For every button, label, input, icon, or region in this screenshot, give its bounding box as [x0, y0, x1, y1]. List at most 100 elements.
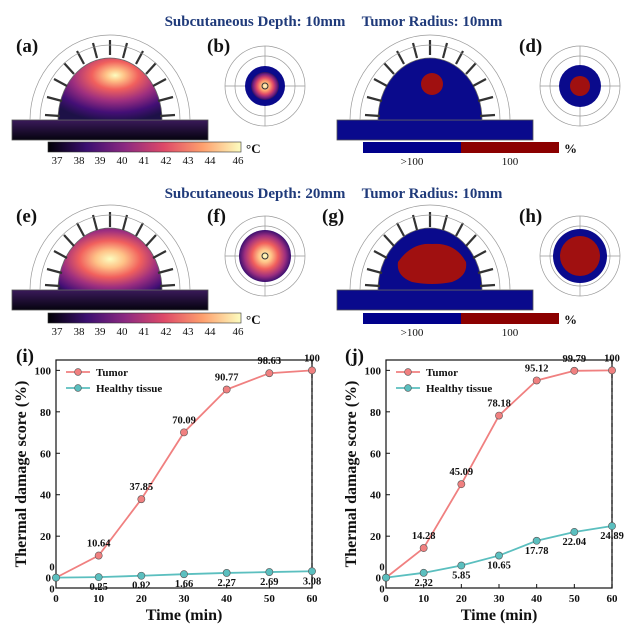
data-point-i-0-6 — [308, 366, 316, 375]
panel-b-temperature-top-view — [224, 45, 306, 127]
x-axis-title-i: Time (min) — [146, 607, 223, 624]
data-label-j-1-2: 5.85 — [452, 571, 470, 582]
panel-label-d: (d) — [519, 36, 542, 57]
panel-g-damage-field — [336, 204, 534, 311]
x-tick-label-i-4: 40 — [221, 593, 233, 605]
legend-label-i-1: Healthy tissue — [96, 383, 162, 395]
data-point-j-0-5 — [570, 366, 579, 375]
damage-unit-2: % — [564, 312, 577, 327]
data-point-i-1-3 — [180, 570, 188, 579]
data-label-j-0-6: 100 — [604, 353, 620, 364]
y-tick-label-i-2: 40 — [40, 490, 52, 502]
temperature-colorbar-2: 37 38 39 40 41 42 43 44 46 °C — [47, 312, 261, 338]
x-tick-label-i-2: 20 — [136, 593, 148, 605]
panel-label-g: (g) — [322, 206, 344, 227]
temp-tick-1-0: 37 — [52, 155, 64, 167]
panel-label-i: (i) — [16, 346, 34, 367]
data-point-i-1-0 — [52, 573, 60, 582]
data-label-i-1-4: 2.27 — [217, 578, 235, 589]
data-label-j-1-4: 17.78 — [525, 546, 549, 557]
data-point-i-0-4 — [222, 385, 231, 394]
data-label-j-1-1: 2.32 — [414, 578, 432, 589]
legend-marker-i-1 — [74, 384, 82, 392]
data-point-i-0-3 — [180, 428, 188, 437]
chart-i: 0 20 40 60 80 100 0 10 20 30 40 50 60 Time (min) Therm… — [13, 353, 321, 624]
data-label-i-0-6: 100 — [304, 353, 320, 364]
x-tick-label-i-5: 50 — [264, 593, 276, 605]
damage-colorbar-2: >100 100 % — [363, 312, 577, 339]
data-label-i-0-4: 90.77 — [215, 372, 239, 383]
data-point-i-0-5 — [265, 369, 274, 378]
temp-tick-1-5: 42 — [161, 155, 172, 167]
temp-tick-1-1: 38 — [74, 155, 86, 167]
y-tick-label-j-0: 0 — [376, 573, 382, 585]
temp-tick-1-8: 46 — [233, 155, 245, 167]
temp-tick-2-5: 42 — [161, 326, 172, 338]
temp-unit-1: °C — [246, 141, 261, 156]
data-point-j-1-6 — [608, 522, 616, 530]
y-axis-title-j: Thermal damage score (%) — [343, 381, 360, 568]
data-label-j-0-3: 78.18 — [487, 399, 511, 410]
panel-h-damage-top-view — [539, 215, 621, 297]
y-tick-label-j-4: 80 — [370, 407, 382, 419]
data-point-j-0-1 — [419, 544, 428, 552]
row2-right-title: Tumor Radius: 10mm — [362, 186, 503, 202]
data-point-i-1-1 — [94, 573, 103, 582]
temp-tick-2-1: 38 — [74, 326, 86, 338]
data-point-j-0-3 — [495, 411, 503, 420]
y-tick-label-j-2: 40 — [370, 490, 382, 502]
data-point-i-1-2 — [137, 571, 146, 580]
data-point-i-0-1 — [94, 551, 103, 560]
x-tick-label-j-1: 10 — [418, 593, 430, 605]
y-tick-label-i-0: 0 — [46, 573, 52, 585]
legend-label-j-0: Tumor — [426, 367, 458, 379]
data-label-j-1-6: 24.89 — [600, 531, 624, 542]
damage-label-1-0: >100 — [401, 156, 424, 168]
y-tick-label-i-4: 80 — [40, 407, 52, 419]
panel-d-damage-top-view — [539, 45, 621, 127]
y-tick-label-i-5: 100 — [35, 365, 52, 377]
data-point-j-1-2 — [457, 561, 466, 570]
panel-e-temperature-field — [11, 204, 209, 311]
x-tick-label-j-6: 60 — [607, 593, 619, 605]
panel-f-temperature-top-view — [224, 215, 306, 297]
temp-tick-1-4: 41 — [139, 155, 150, 167]
data-point-i-0-2 — [137, 495, 146, 504]
data-point-j-1-4 — [532, 536, 541, 545]
temp-tick-1-6: 43 — [183, 155, 195, 167]
temp-tick-2-0: 37 — [52, 326, 64, 338]
panel-label-a: (a) — [16, 36, 38, 57]
data-label-j-0-2: 45.09 — [450, 467, 474, 478]
y-tick-label-j-1: 20 — [370, 531, 382, 543]
y-tick-label-i-1: 20 — [40, 531, 52, 543]
x-tick-label-j-3: 30 — [494, 593, 506, 605]
row1-right-title: Tumor Radius: 10mm — [362, 14, 503, 30]
x-tick-label-j-4: 40 — [531, 593, 543, 605]
data-point-j-1-1 — [419, 568, 428, 577]
panel-label-f: (f) — [207, 206, 226, 227]
panel-label-b: (b) — [207, 36, 230, 57]
data-point-j-1-0 — [382, 573, 390, 582]
damage-colorbar-1: >100 100 % — [363, 141, 577, 168]
data-label-j-1-3: 10.65 — [487, 561, 511, 572]
data-point-j-1-5 — [570, 528, 579, 536]
temp-tick-2-2: 39 — [95, 326, 107, 338]
legend-marker-j-1 — [404, 384, 412, 392]
panel-label-e: (e) — [16, 206, 37, 227]
x-tick-label-j-0: 0 — [383, 593, 389, 605]
data-label-j-0-1: 14.28 — [412, 531, 436, 542]
x-tick-label-i-6: 60 — [307, 593, 319, 605]
y-tick-label-j-5: 100 — [365, 365, 382, 377]
y-tick-label-j-3: 60 — [370, 448, 382, 460]
data-point-i-1-5 — [265, 568, 274, 576]
data-label-i-0-0: 0 — [49, 563, 54, 574]
legend-marker-i-0 — [74, 368, 82, 376]
data-label-j-0-5: 99.79 — [563, 354, 587, 365]
x-tick-label-i-3: 30 — [179, 593, 191, 605]
y-tick-label-i-3: 60 — [40, 448, 52, 460]
panel-c-damage-field — [336, 34, 534, 141]
temp-tick-1-3: 40 — [117, 155, 129, 167]
damage-unit-1: % — [564, 141, 577, 156]
x-tick-label-j-2: 20 — [456, 593, 468, 605]
